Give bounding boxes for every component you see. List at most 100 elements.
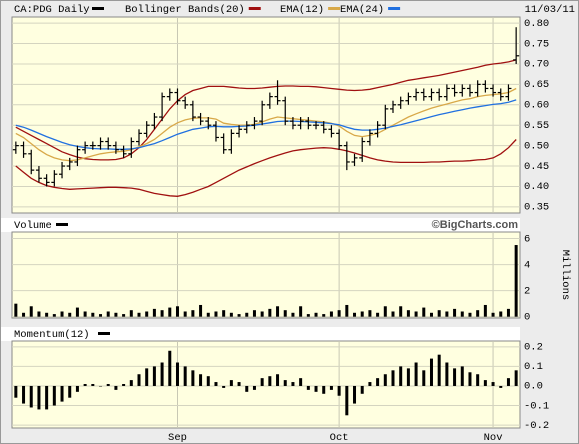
bar [306,385,310,390]
bar [191,370,195,386]
bar [406,310,410,317]
bar [306,314,310,317]
y-tick-label: 6 [524,233,530,245]
bar [214,311,218,317]
bar [291,312,295,317]
bar [68,312,72,317]
bar [329,311,333,317]
bar [37,311,41,317]
bar [491,312,495,317]
bar [52,385,56,406]
bar [322,314,326,317]
y-tick-label: 4 [524,259,530,271]
bar [299,306,303,317]
bar [122,314,126,317]
bar [206,312,210,317]
bar [91,384,95,386]
bar [106,311,110,317]
bar [329,385,333,390]
legend-swatch [92,7,104,10]
y-tick-label: 0.35 [524,202,549,214]
bar [99,385,103,387]
bar [75,385,79,392]
momentum-title: Momentum(12) [14,329,90,341]
y-tick-label: 0 [524,311,530,323]
bar [506,378,510,386]
x-tick-label: Sep [168,432,187,444]
y-tick-label: 0.60 [524,100,549,112]
bar [499,311,503,317]
bar [83,384,87,386]
y-tick-label: 0.40 [524,181,549,193]
bar [337,310,341,317]
bar [429,312,433,317]
bar [237,314,241,317]
bar [129,310,133,317]
bar [237,382,241,386]
bar [345,304,349,317]
bar [391,311,395,317]
bar [376,312,380,317]
bar [14,385,18,398]
bar [145,368,149,386]
bar [152,308,156,317]
bar [122,384,126,386]
y-tick-label: -0.1 [524,400,549,412]
bar [283,310,287,317]
bar [368,310,372,317]
bar [468,372,472,386]
bar [137,374,141,386]
bar [29,306,33,317]
bar [99,314,103,317]
bar [160,310,164,317]
bar [214,382,218,386]
volume-panel [11,231,521,319]
bar [206,376,210,386]
momentum-panel [11,340,521,429]
bar [476,374,480,386]
bar [299,378,303,386]
price-panel [11,16,521,214]
y-tick-label: 0.70 [524,59,549,71]
bar [514,370,518,386]
bar [453,368,457,386]
bar [437,354,441,386]
legend-swatch [388,7,401,10]
bar [399,366,403,386]
bar [468,312,472,317]
bar [199,304,203,317]
bar [499,385,503,388]
bar [245,312,249,317]
bar [106,384,110,386]
bar [229,380,233,386]
bar [322,385,326,394]
y-tick-label: 0.0 [524,381,543,393]
bar [260,311,264,317]
bar [476,310,480,317]
bar [460,366,464,386]
chart-title: CA:PDG Daily [14,4,90,16]
bar [437,310,441,317]
legend-swatch [248,7,261,10]
momentum-swatch [98,332,110,335]
bar [376,378,380,386]
bar [283,380,287,386]
bar [514,245,518,317]
bar [414,311,418,317]
y-tick-label: 0.1 [524,361,543,373]
bar [45,312,49,317]
bar [268,376,272,386]
bar [152,366,156,386]
bollinger-lower [15,139,517,197]
y-tick-label: -0.2 [524,420,549,432]
momentum-header [1,327,520,341]
volume-header [1,218,520,232]
y-tick-label: 0.45 [524,161,549,173]
bar [368,382,372,386]
bar [168,307,172,317]
bollinger-upper [15,59,517,161]
bar [145,311,149,317]
bar [252,310,256,317]
y-axis-label: Millions [559,250,571,300]
bar [114,312,118,317]
